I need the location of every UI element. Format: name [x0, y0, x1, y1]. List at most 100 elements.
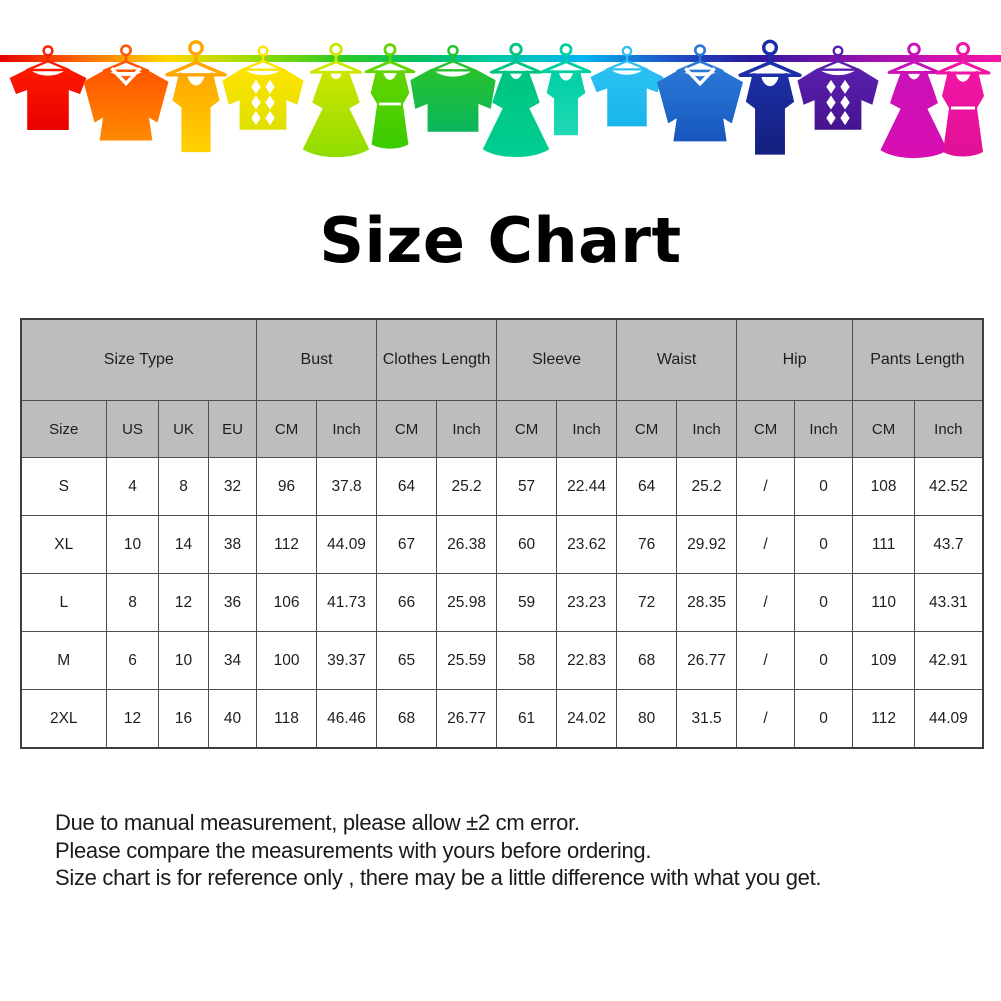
clothesline [0, 55, 1001, 62]
value-cell: 25.2 [436, 457, 498, 517]
value-cell: 36 [207, 573, 258, 633]
column-subheader: CM [852, 400, 916, 459]
column-subheader: CM [376, 400, 438, 459]
value-cell: / [736, 515, 796, 575]
size-cell: M [20, 631, 107, 691]
value-cell: 68 [376, 689, 438, 749]
column-subheader: Inch [556, 400, 618, 459]
value-cell: 0 [794, 631, 854, 691]
value-cell: 14 [158, 515, 209, 575]
value-cell: 10 [158, 631, 209, 691]
value-cell: 64 [616, 457, 678, 517]
table-row: 2XL 12 16 40 118 46.46 68 26.77 61 24.02 80 31.5/0 1… [20, 689, 984, 749]
value-cell: 108 [852, 457, 916, 517]
size-cell: 2XL [20, 689, 107, 749]
note-line: Please compare the measurements with you… [55, 837, 652, 863]
value-cell: 111 [852, 515, 916, 575]
value-cell: 4 [106, 457, 159, 517]
measurement-notes: Due to manual measurement, please allow … [55, 809, 1001, 892]
value-cell: 80 [616, 689, 678, 749]
column-group-header: Size Type [19, 318, 258, 402]
value-cell: / [736, 457, 796, 517]
value-cell: 8 [158, 457, 209, 517]
value-cell: 100 [256, 631, 318, 691]
value-cell: 42.52 [914, 457, 984, 517]
value-cell: 34 [207, 631, 258, 691]
value-cell: 6 [106, 631, 159, 691]
value-cell: 106 [256, 573, 318, 633]
value-cell: 64 [376, 457, 438, 517]
column-group-header: Waist [616, 318, 738, 402]
value-cell: 26.38 [436, 515, 498, 575]
value-cell: 72 [616, 573, 678, 633]
value-cell: 43.7 [914, 515, 984, 575]
column-subheader: UK [158, 400, 209, 459]
size-cell: L [20, 573, 107, 633]
value-cell: 22.44 [556, 457, 618, 517]
column-subheader: CM [616, 400, 678, 459]
value-cell: 26.77 [676, 631, 738, 691]
column-subheader: Inch [676, 400, 738, 459]
value-cell: 0 [794, 573, 854, 633]
table-row: S 4 8 32 96 37.8 64 25.2 57 22.44 64 25.2/0 108 42.52 [20, 457, 984, 517]
note-line: Size chart is for reference only , there… [55, 865, 822, 891]
value-cell: 25.98 [436, 573, 498, 633]
size-cell: XL [20, 515, 107, 575]
value-cell: 112 [852, 689, 916, 749]
value-cell: 23.23 [556, 573, 618, 633]
value-cell: 46.46 [316, 689, 378, 749]
value-cell: 40 [207, 689, 258, 749]
value-cell: 22.83 [556, 631, 618, 691]
value-cell: 61 [496, 689, 558, 749]
value-cell: 67 [376, 515, 438, 575]
page-title: Size Chart [319, 204, 682, 277]
column-subheader: CM [736, 400, 796, 459]
column-subheader: US [106, 400, 159, 459]
value-cell: 118 [256, 689, 318, 749]
column-subheader: Inch [316, 400, 378, 459]
value-cell: 24.02 [556, 689, 618, 749]
column-group-header: Clothes Length [376, 318, 498, 402]
table-row: M 6 10 34 100 39.37 65 25.59 58 22.83 68 26.77/0 109… [20, 631, 984, 691]
value-cell: 0 [794, 457, 854, 517]
column-group-header: Pants Length [852, 318, 984, 402]
value-cell: 39.37 [316, 631, 378, 691]
sub-header-row: Size US UK EU CM Inch CM Inch CM Inch CM Inch CM Inch… [20, 400, 984, 459]
size-cell: S [20, 457, 107, 517]
note-line: Due to manual measurement, please allow … [55, 810, 580, 836]
group-header-row: Size Type Bust Clothes Length Sleeve Waist Hi… [19, 318, 984, 402]
value-cell: 28.35 [676, 573, 738, 633]
value-cell: 12 [158, 573, 209, 633]
value-cell: 60 [496, 515, 558, 575]
value-cell: 10 [106, 515, 159, 575]
value-cell: 42.91 [914, 631, 984, 691]
value-cell: 68 [616, 631, 678, 691]
value-cell: 0 [794, 515, 854, 575]
value-cell: 8 [106, 573, 159, 633]
value-cell: 44.09 [914, 689, 984, 749]
column-subheader: Size [20, 400, 107, 459]
column-subheader: Inch [436, 400, 498, 459]
value-cell: 12 [106, 689, 159, 749]
column-subheader: EU [207, 400, 258, 459]
value-cell: 109 [852, 631, 916, 691]
value-cell: 31.5 [676, 689, 738, 749]
value-cell: 44.09 [316, 515, 378, 575]
value-cell: 16 [158, 689, 209, 749]
value-cell: / [736, 631, 796, 691]
column-subheader: Inch [794, 400, 854, 459]
value-cell: 76 [616, 515, 678, 575]
value-cell: 23.62 [556, 515, 618, 575]
value-cell: 57 [496, 457, 558, 517]
value-cell: 0 [794, 689, 854, 749]
clothes-banner [0, 39, 1001, 159]
table-row: L 8 12 36 106 41.73 66 25.98 59 23.23 72 28.35/0 110… [20, 573, 984, 633]
column-group-header: Hip [736, 318, 854, 402]
value-cell: 29.92 [676, 515, 738, 575]
value-cell: 26.77 [436, 689, 498, 749]
value-cell: 112 [256, 515, 318, 575]
value-cell: 65 [376, 631, 438, 691]
size-table: Size Type Bust Clothes Length Sleeve Waist Hi… [19, 318, 984, 750]
column-group-header: Bust [256, 318, 378, 402]
value-cell: 37.8 [316, 457, 378, 517]
